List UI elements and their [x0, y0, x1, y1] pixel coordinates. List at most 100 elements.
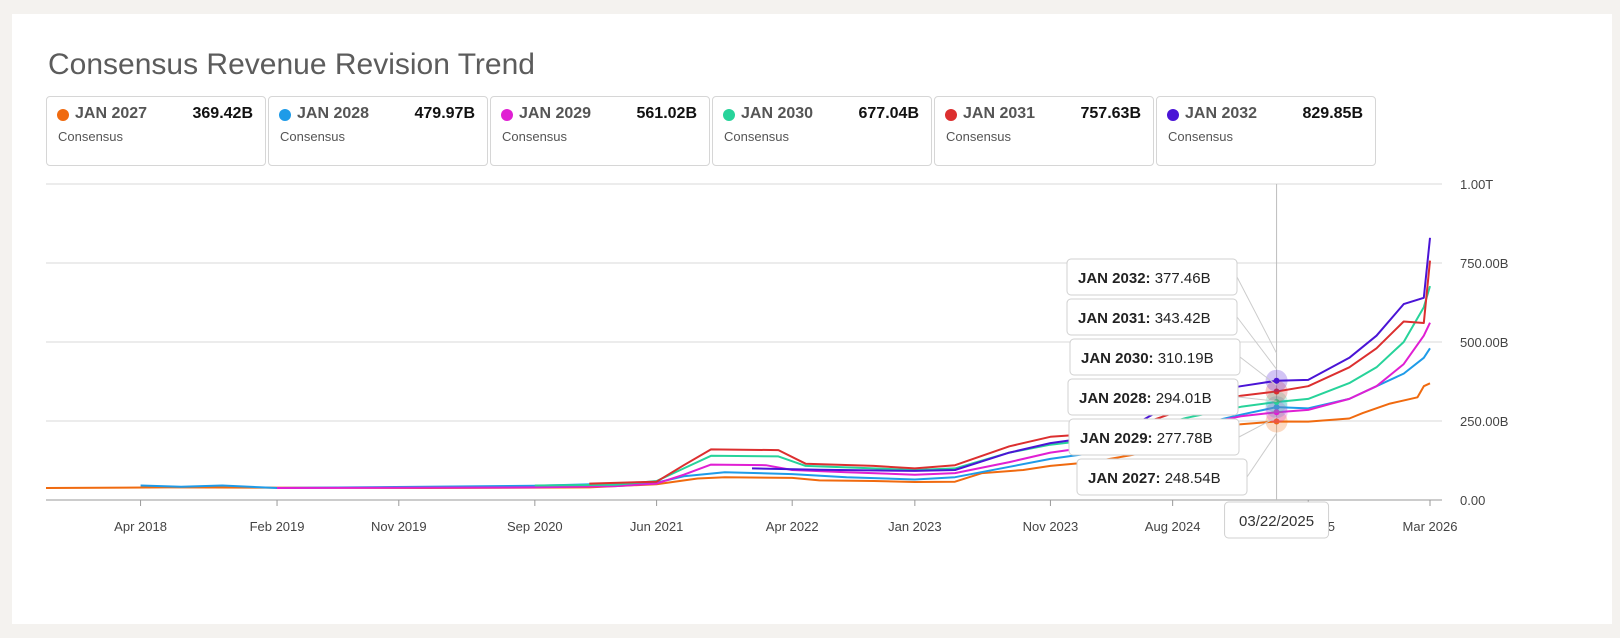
tooltip-item: JAN 2030: 310.19B [1069, 338, 1277, 386]
tooltip-series-value: 248.54B [1161, 470, 1221, 487]
x-tick-label: Feb 2019 [250, 519, 305, 534]
tooltip-connector [1239, 356, 1277, 386]
tooltip-series-label: JAN 2027: [1088, 470, 1161, 487]
tooltip-connector [1246, 432, 1277, 478]
y-tick-label: 0.00 [1460, 493, 1485, 508]
legend-series-name: JAN 2030 [741, 105, 814, 122]
tooltip-text: JAN 2027: 248.54B [1088, 470, 1221, 487]
data-point [1273, 398, 1280, 405]
x-tick-label: Apr 2022 [766, 519, 819, 534]
legend-card-jan-2032[interactable]: JAN 2032 829.85B Consensus [1156, 96, 1376, 166]
tooltip-connector [1238, 416, 1277, 438]
tooltip-series-label: JAN 2032: [1078, 270, 1151, 287]
data-point [1273, 388, 1280, 395]
chart-panel: Consensus Revenue Revision Trend JAN 202… [12, 14, 1612, 624]
legend-dot-icon [501, 109, 513, 121]
legend-series-subtitle: Consensus [1168, 129, 1234, 144]
data-point [1273, 404, 1280, 411]
tooltip-box [1069, 338, 1241, 376]
tooltip-series-value: 277.78B [1153, 430, 1213, 447]
tooltip-box [1066, 258, 1238, 296]
legend-dot-icon [723, 109, 735, 121]
tooltip-series-label: JAN 2029: [1080, 430, 1153, 447]
tooltip-box [1076, 458, 1248, 496]
tooltip-item: JAN 2032: 377.46B [1066, 258, 1278, 354]
tooltip-text: JAN 2029: 277.78B [1080, 430, 1213, 447]
legend-series-value: 677.04B [858, 105, 920, 122]
x-tick-label: Nov 2023 [1023, 519, 1079, 534]
data-point [1273, 418, 1280, 425]
tooltip-series-value: 310.19B [1154, 350, 1214, 367]
data-point [1273, 409, 1280, 416]
x-tick-label: Jan 2023 [888, 519, 942, 534]
legend-dot-icon [1167, 109, 1179, 121]
tooltip-text: JAN 2031: 343.42B [1078, 310, 1211, 327]
tooltip-connector [1236, 316, 1277, 370]
x-tick-label: Aug 2024 [1145, 519, 1201, 534]
legend-series-value: 561.02B [636, 105, 698, 122]
y-tick-label: 500.00B [1460, 335, 1508, 350]
tooltip-series-label: JAN 2031: [1078, 310, 1151, 327]
legend-series-name: JAN 2027 [75, 105, 148, 122]
tooltip-series-value: 377.46B [1151, 270, 1211, 287]
legend-series-subtitle: Consensus [58, 129, 124, 144]
legend-series-name: JAN 2032 [1185, 105, 1258, 122]
x-tick-label: Jun 2021 [630, 519, 684, 534]
legend-series-name: JAN 2029 [519, 105, 592, 122]
legend-series-value: 369.42B [192, 105, 254, 122]
tooltip-box [1067, 378, 1239, 416]
legend-card-jan-2031[interactable]: JAN 2031 757.63B Consensus [934, 96, 1154, 166]
y-tick-label: 1.00T [1460, 177, 1493, 192]
legend-card-jan-2028[interactable]: JAN 2028 479.97B Consensus [268, 96, 488, 166]
y-axis: 0.00 250.00B 500.00B 750.00B 1.00T [1460, 177, 1508, 508]
data-point [1273, 377, 1280, 384]
tooltip-item: JAN 2027: 248.54B [1076, 432, 1277, 496]
y-tick-label: 250.00B [1460, 414, 1508, 429]
series-line-jan-2029 [276, 322, 1431, 489]
legend-card-jan-2029[interactable]: JAN 2029 561.02B Consensus [490, 96, 710, 166]
x-tick-label: Apr 2018 [114, 519, 167, 534]
tooltip-series-label: JAN 2028: [1079, 390, 1152, 407]
tooltip-item: JAN 2029: 277.78B [1068, 416, 1277, 456]
legend-series-name: JAN 2031 [963, 105, 1036, 122]
crosshair-date-label: 03/22/2025 [1224, 501, 1330, 539]
legend-series-subtitle: Consensus [946, 129, 1012, 144]
tooltip-connector [1237, 396, 1277, 402]
legend-series-subtitle: Consensus [502, 129, 568, 144]
tooltip-series-value: 294.01B [1152, 390, 1212, 407]
y-tick-label: 750.00B [1460, 256, 1508, 271]
legend-dot-icon [279, 109, 291, 121]
tooltip-item: JAN 2031: 343.42B [1066, 298, 1277, 370]
series-line-jan-2027 [45, 382, 1431, 489]
legend-card-jan-2027[interactable]: JAN 2027 369.42B Consensus [46, 96, 266, 166]
tooltip-connector [1236, 276, 1278, 354]
tooltip-series-label: JAN 2030: [1081, 350, 1154, 367]
crosshair [1265, 184, 1288, 500]
grid-lines [46, 183, 1442, 501]
tooltip-text: JAN 2032: 377.46B [1078, 270, 1211, 287]
legend-dot-icon [57, 109, 69, 121]
x-tick-label: Sep 2020 [507, 519, 563, 534]
crosshair-date-text: 03/22/2025 [1239, 513, 1314, 530]
x-tick-label: Mar 2026 [1403, 519, 1458, 534]
legend-series-subtitle: Consensus [280, 129, 346, 144]
legend-series-value: 829.85B [1302, 105, 1364, 122]
legend-dot-icon [945, 109, 957, 121]
legend-series-value: 757.63B [1080, 105, 1142, 122]
tooltip-item: JAN 2028: 294.01B [1067, 378, 1277, 416]
line-chart[interactable]: Apr 2018 Feb 2019 Nov 2019 Sep 2020 Jun 2021… [12, 14, 1612, 624]
legend-card-jan-2030[interactable]: JAN 2030 677.04B Consensus [712, 96, 932, 166]
x-tick-label: Nov 2019 [371, 519, 427, 534]
series-line-jan-2031 [589, 260, 1431, 485]
legend-series-name: JAN 2028 [297, 105, 370, 122]
legend-series-subtitle: Consensus [724, 129, 790, 144]
tooltip-text: JAN 2030: 310.19B [1081, 350, 1214, 367]
legend-series-value: 479.97B [414, 105, 476, 122]
tooltip-box [1068, 418, 1240, 456]
tooltip-box [1066, 298, 1238, 336]
tooltip-series-value: 343.42B [1151, 310, 1211, 327]
crosshair-date-box [1224, 501, 1330, 539]
chart-title: Consensus Revenue Revision Trend [48, 48, 535, 81]
tooltip-text: JAN 2028: 294.01B [1079, 390, 1212, 407]
